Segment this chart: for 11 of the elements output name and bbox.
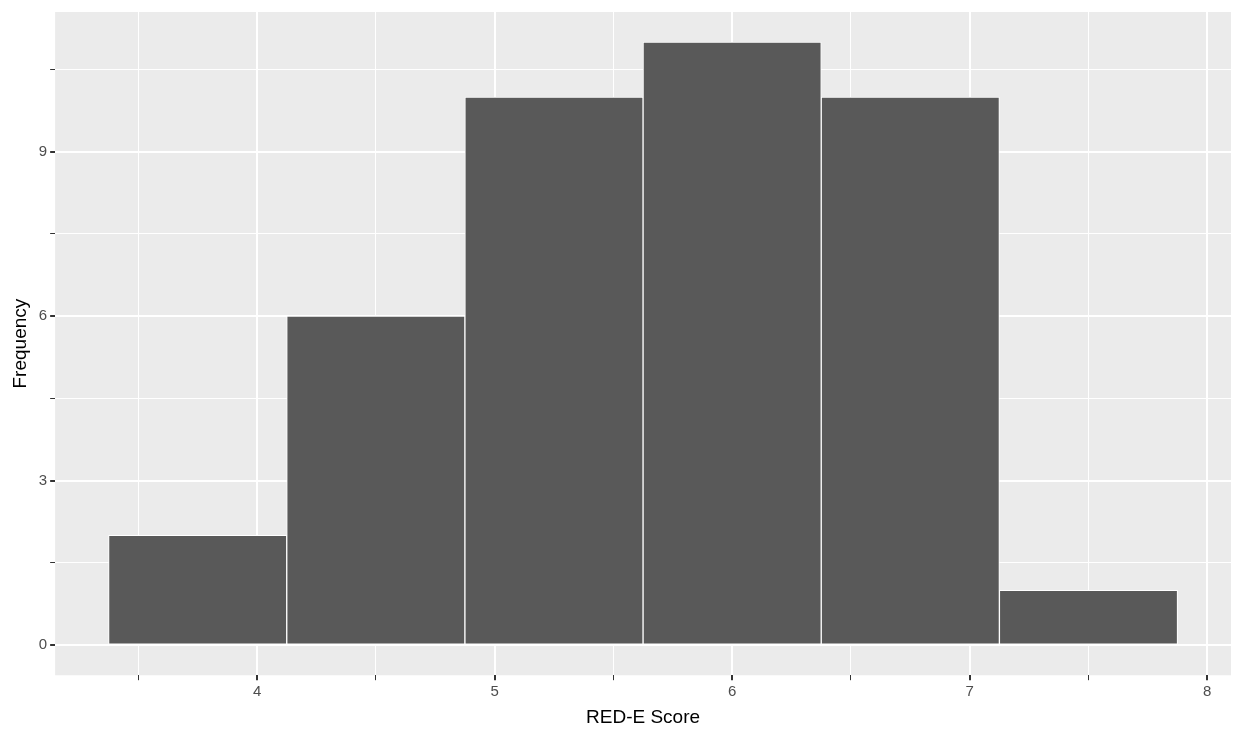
x-tick-label: 8 [1203,682,1212,700]
x-tick-label: 4 [252,682,262,700]
x-axis-title: RED-E Score [586,705,701,727]
x-tick-label: 7 [965,682,974,700]
x-tick-label: 6 [727,682,737,700]
y-tick-label: 9 [38,141,48,159]
y-tick-label: 0 [38,635,48,653]
y-tick-label: 6 [38,306,48,324]
x-tick-label: 5 [490,682,499,700]
y-tick-label: 3 [38,470,48,488]
y-axis-title: Frequency [8,298,30,389]
